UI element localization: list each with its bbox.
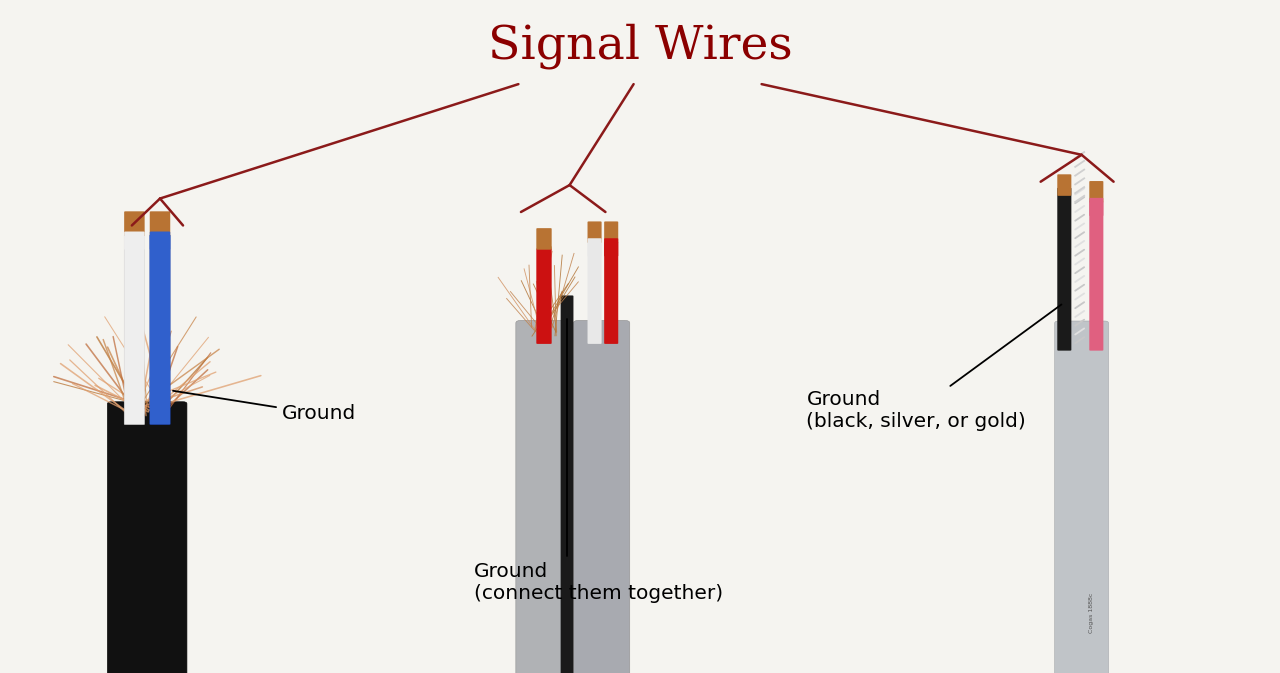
FancyBboxPatch shape: [1057, 188, 1071, 351]
FancyBboxPatch shape: [1057, 174, 1071, 196]
FancyBboxPatch shape: [1089, 201, 1103, 351]
FancyBboxPatch shape: [516, 320, 572, 673]
Text: Ground: Ground: [173, 391, 356, 423]
FancyBboxPatch shape: [1089, 198, 1103, 216]
FancyBboxPatch shape: [124, 235, 145, 425]
Text: Cogas 1888c: Cogas 1888c: [1089, 592, 1094, 633]
FancyBboxPatch shape: [604, 242, 618, 344]
FancyBboxPatch shape: [1089, 181, 1103, 203]
FancyBboxPatch shape: [150, 211, 170, 236]
FancyBboxPatch shape: [561, 295, 573, 673]
FancyBboxPatch shape: [588, 221, 602, 243]
FancyBboxPatch shape: [1055, 321, 1108, 673]
Text: Ground
(black, silver, or gold): Ground (black, silver, or gold): [806, 304, 1061, 431]
FancyBboxPatch shape: [536, 228, 552, 250]
Text: Ground
(connect them together): Ground (connect them together): [474, 319, 723, 603]
Text: Signal Wires: Signal Wires: [488, 24, 792, 69]
FancyBboxPatch shape: [124, 232, 145, 250]
FancyBboxPatch shape: [124, 211, 145, 236]
FancyBboxPatch shape: [150, 235, 170, 425]
FancyBboxPatch shape: [588, 238, 602, 256]
FancyBboxPatch shape: [108, 402, 187, 673]
FancyBboxPatch shape: [604, 221, 618, 243]
FancyBboxPatch shape: [536, 248, 552, 344]
FancyBboxPatch shape: [573, 320, 630, 673]
FancyBboxPatch shape: [588, 242, 602, 344]
FancyBboxPatch shape: [150, 232, 170, 250]
FancyBboxPatch shape: [604, 238, 618, 256]
